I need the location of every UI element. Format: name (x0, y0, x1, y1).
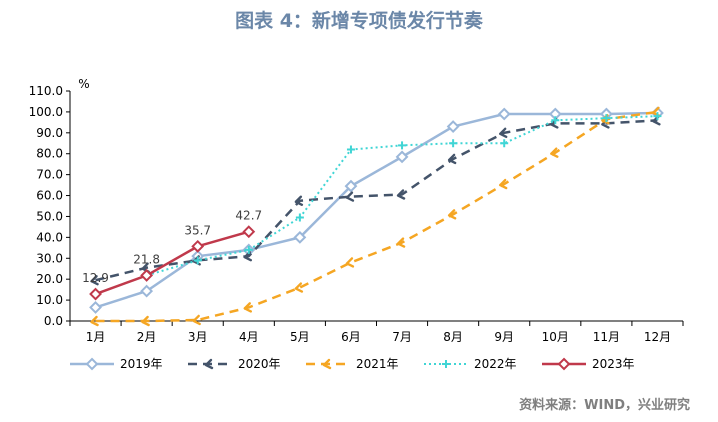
series-2022-point (500, 139, 509, 148)
y-tick-label: 50.0 (36, 209, 63, 223)
y-tick-label: 90.0 (36, 126, 63, 140)
x-tick-label: 9月 (494, 330, 514, 344)
source-note: 资料来源：WIND，兴业研究 (519, 398, 690, 413)
x-tick-label: 7月 (392, 330, 412, 344)
legend-2020-label: 2020年 (238, 357, 281, 371)
series-2019-point (395, 150, 409, 164)
series-2023-point (191, 239, 205, 253)
series-2020-point (90, 275, 99, 286)
series-2019-point (446, 120, 460, 133)
series-2020-point (345, 191, 355, 202)
data-label: 35.7 (184, 223, 211, 237)
y-tick-label: 10.0 (36, 293, 63, 307)
series-2022-point (193, 256, 202, 265)
series-2019-point (293, 230, 307, 244)
series-2022-point (602, 114, 611, 123)
data-label: 42.7 (235, 209, 262, 223)
series-2021-point (550, 147, 559, 158)
data-label: 12.9 (82, 271, 109, 285)
x-tick-label: 11月 (593, 330, 620, 344)
x-tick-label: 12月 (644, 330, 671, 344)
y-tick-label: 60.0 (36, 189, 63, 203)
series-2019-point (344, 179, 358, 193)
legend-2020-marker (204, 358, 214, 370)
x-tick-label: 8月 (443, 330, 463, 344)
series-2020-line (95, 119, 658, 282)
data-label: 21.8 (133, 252, 160, 266)
series-2019-point (497, 107, 511, 121)
x-tick-label: 5月 (290, 330, 310, 344)
series-2021-point (192, 314, 201, 326)
x-tick-label: 3月 (188, 330, 208, 344)
series-2022-point (449, 139, 458, 148)
series-2020-point (499, 127, 508, 139)
series-2021-line (95, 110, 658, 323)
series-2020-point (294, 195, 304, 206)
x-tick-label: 2月 (137, 330, 157, 344)
x-tick-label: 10月 (542, 330, 569, 344)
legend-2021-label: 2021年 (356, 357, 399, 371)
series-2021-point (243, 302, 252, 313)
series-2021-point (345, 257, 355, 268)
series-2020-point (447, 153, 457, 165)
series-2021-point (90, 315, 99, 327)
y-tick-label: 70.0 (36, 168, 63, 182)
series-2023-line (95, 230, 250, 296)
legend-2023-label: 2023年 (592, 357, 635, 371)
series-2021-point (447, 209, 457, 220)
series-2021-point (499, 178, 508, 190)
series-2022-point (551, 116, 560, 125)
y-tick-label: 80.0 (36, 147, 63, 161)
series-2019-point (140, 284, 154, 298)
legend-2022-label: 2022年 (474, 357, 517, 371)
y-axis-unit: % (78, 77, 89, 91)
legend-2021-marker (322, 358, 332, 370)
series-2019-line (95, 111, 658, 309)
series-2021-point (294, 282, 304, 293)
y-tick-label: 30.0 (36, 251, 63, 265)
series-2022-point (244, 245, 253, 254)
series-2022-point (346, 145, 355, 154)
series-2022-point (398, 141, 407, 150)
y-tick-label: 20.0 (36, 272, 63, 286)
legend-2019-label: 2019年 (120, 357, 163, 371)
x-tick-label: 4月 (239, 330, 259, 344)
y-tick-label: 0.0 (44, 314, 63, 328)
page-title: 图表 4：新增专项债发行节奏 (235, 10, 483, 32)
legend-2022-marker (442, 360, 450, 368)
x-tick-label: 1月 (86, 330, 106, 344)
legend-2023-marker (557, 357, 571, 371)
series-2019-point (89, 300, 102, 314)
y-tick-label: 110.0 (29, 84, 63, 98)
series-2023-point (242, 225, 256, 239)
series-2022-point (653, 112, 662, 121)
series-2022-point (295, 213, 304, 222)
series-2021-point (141, 315, 150, 327)
legend-2019-marker (85, 357, 99, 371)
y-tick-label: 40.0 (36, 230, 63, 244)
series-2023-point (89, 287, 102, 301)
y-tick-label: 100.0 (29, 105, 63, 119)
series-2020-point (396, 189, 406, 200)
x-tick-label: 6月 (341, 330, 361, 344)
series-2021-point (396, 237, 406, 248)
series-2023-point (140, 269, 154, 282)
series-2022-line (95, 115, 658, 295)
